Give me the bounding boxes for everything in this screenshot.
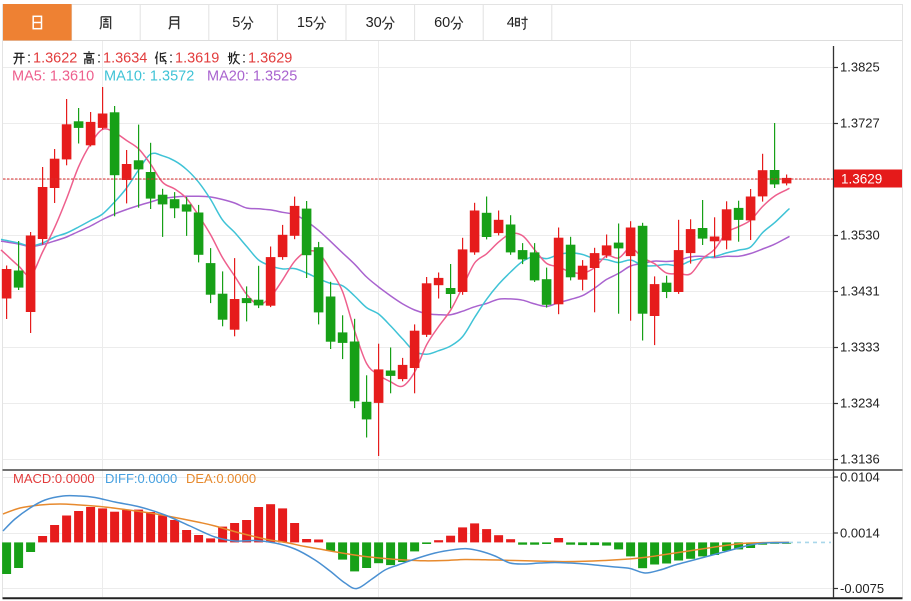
svg-text:1.3431: 1.3431 [840, 284, 880, 299]
svg-text:60: 60 [434, 15, 450, 31]
svg-text:MA10: 1.3572: MA10: 1.3572 [104, 69, 194, 85]
svg-text:30: 30 [366, 15, 382, 31]
svg-text:1.3622: 1.3622 [33, 51, 77, 67]
svg-text:MA20: 1.3525: MA20: 1.3525 [207, 69, 297, 85]
svg-text:-0.0075: -0.0075 [840, 581, 884, 596]
svg-text:DEA:0.0000: DEA:0.0000 [186, 471, 256, 486]
svg-text:MACD:0.0000: MACD:0.0000 [13, 471, 95, 486]
svg-text:1.3629: 1.3629 [248, 51, 292, 67]
svg-text:1.3634: 1.3634 [103, 51, 147, 67]
svg-text:1.3136: 1.3136 [840, 452, 880, 467]
svg-text:1.3629: 1.3629 [841, 172, 882, 187]
svg-text::: : [27, 51, 31, 67]
svg-text:1.3234: 1.3234 [840, 396, 880, 411]
svg-text:1.3825: 1.3825 [840, 60, 880, 75]
svg-text::: : [169, 51, 173, 67]
svg-text:4: 4 [507, 15, 515, 31]
svg-text:DIFF:0.0000: DIFF:0.0000 [105, 471, 177, 486]
svg-text:1.3530: 1.3530 [840, 228, 880, 243]
svg-text::: : [242, 51, 246, 67]
svg-text::: : [97, 51, 101, 67]
svg-text:5: 5 [232, 15, 240, 31]
svg-text:MA5: 1.3610: MA5: 1.3610 [12, 69, 94, 85]
svg-text:1.3727: 1.3727 [840, 116, 880, 131]
svg-text:1.3619: 1.3619 [175, 51, 219, 67]
svg-text:15: 15 [297, 15, 313, 31]
svg-text:0.0104: 0.0104 [840, 470, 880, 485]
svg-text:0.0014: 0.0014 [840, 526, 880, 541]
svg-text:1.3333: 1.3333 [840, 340, 880, 355]
